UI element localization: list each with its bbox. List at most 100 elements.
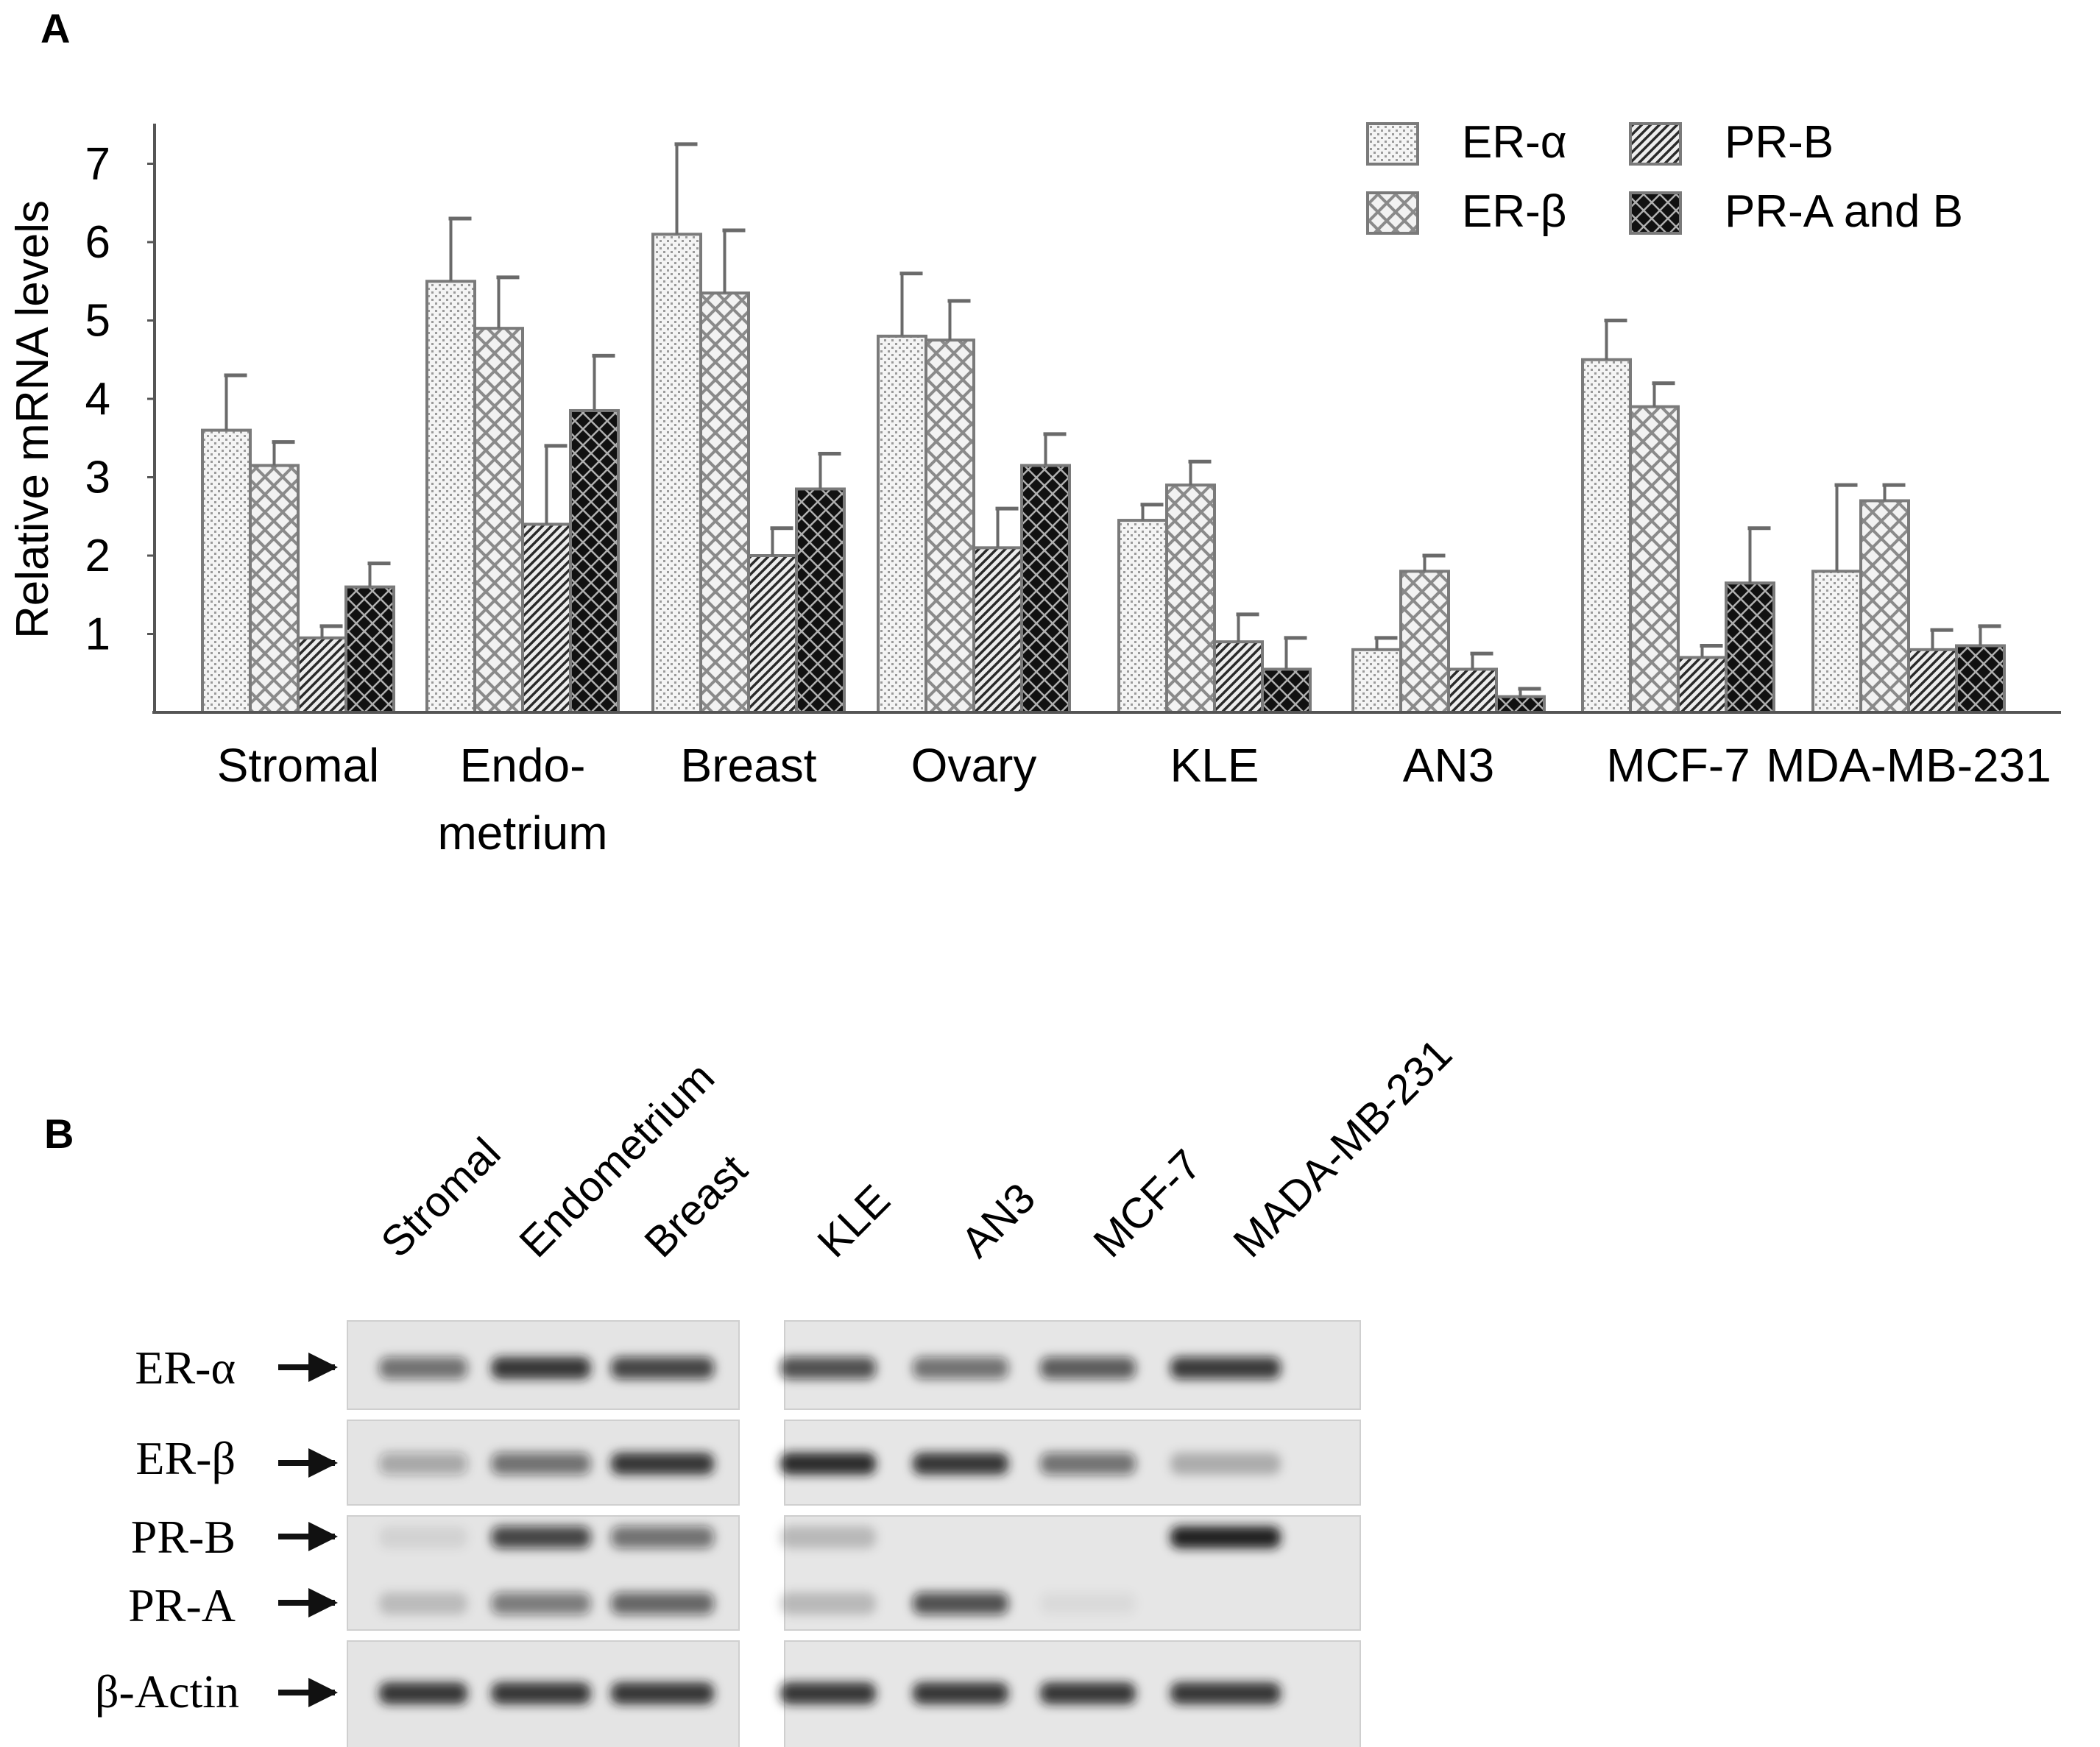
category-label: metrium [437,807,607,860]
panel-b-letter: B [44,1110,74,1157]
bar-diagonal [1213,640,1264,715]
bar-crosshatch [1399,570,1450,714]
bar-crosshatch [249,464,300,715]
blot-band [611,1682,714,1704]
blot-band [491,1592,591,1615]
lane-label: Breast [635,1146,757,1267]
bar-chart: 1 2 3 4 5 6 7 Relative mRNA levels Stromal Endo… [7,117,2061,860]
blot-band [379,1453,467,1475]
blot-band [1170,1357,1281,1379]
blot-band [491,1682,591,1704]
row-label: PR-B [131,1511,236,1563]
bar-crosshatch [473,327,524,714]
blot-band [913,1592,1008,1615]
lane-label: AN3 [952,1174,1044,1266]
bar-crosshatch [1629,405,1680,715]
blot-band [611,1526,714,1548]
blot-band [491,1526,591,1548]
bar-dark [1495,695,1546,715]
blot-band [1040,1357,1136,1379]
legend-swatch [1629,191,1682,235]
bar-dark [569,408,620,714]
blot-band [491,1453,591,1475]
row-label: ER-α [135,1342,236,1394]
bar-dark [1725,581,1775,715]
category-labels: Stromal Endo-metrium Breast Ovary KLE AN3 MCF-… [217,739,2051,860]
category-label: Stromal [217,739,380,792]
blot-band [780,1526,876,1548]
blot-band [780,1592,876,1615]
y-tick-label: 6 [85,217,110,268]
lane-label: MCF-7 [1084,1141,1210,1266]
blot-band [1040,1453,1136,1475]
y-tick-label: 1 [85,609,110,660]
blot-band [611,1453,714,1475]
row-label: ER-β [135,1432,236,1484]
blot-band [780,1682,876,1704]
bar-dots [1117,519,1168,714]
blot-band [913,1357,1008,1379]
lane-label: KLE [808,1176,899,1266]
blot-band [1170,1526,1281,1548]
category-label: MCF-7 [1606,739,1750,792]
row-label: PR-A [128,1579,236,1631]
bar-crosshatch [1165,483,1216,715]
y-tick-label: 4 [85,374,110,425]
legend-label: ER-α [1462,117,1567,168]
blot-panels [347,1320,1361,1747]
blot-band [379,1526,467,1548]
row-labels: ER-α ER-β PR-B PR-A β-Actin [95,1342,338,1718]
blot-band [780,1453,876,1475]
category-label: KLE [1170,739,1259,792]
blot-band [780,1357,876,1379]
bar-diagonal [972,546,1023,714]
y-tick-labels: 1 2 3 4 5 6 7 [85,139,156,660]
bar-dark [1020,464,1071,715]
bar-dots [877,334,927,714]
blot-band [379,1357,467,1379]
legend-swatch [1366,122,1419,166]
category-label: Breast [681,739,817,792]
y-axis-label: Relative mRNA levels [7,200,58,639]
bar-crosshatch [1859,499,1910,714]
bar-dots [425,280,476,714]
bar-dark [795,487,846,714]
legend-swatch [1366,191,1419,235]
legend-label: PR-A and B [1725,186,1963,237]
y-tick-label: 3 [85,453,110,503]
legend-label: PR-B [1725,117,1834,168]
legend: ER-α PR-B ER-β PR-A and B [1366,117,1963,237]
category-label: Ovary [911,739,1037,792]
category-label: MDA-MB-231 [1766,739,2051,792]
blot-band [491,1357,591,1379]
blot-band [913,1453,1008,1475]
bar-dark [344,585,395,714]
category-label: AN3 [1403,739,1495,792]
y-tick-label: 2 [85,531,110,581]
y-tick-label: 7 [85,139,110,190]
lane-label: MADA-MB-231 [1224,1030,1461,1266]
bar-diagonal [1447,667,1498,714]
bar-dots [651,233,702,715]
legend-swatch [1629,122,1682,166]
bar-diagonal [1677,656,1728,715]
blot-band [913,1682,1008,1704]
legend-label: ER-β [1462,186,1566,237]
bar-crosshatch [925,339,975,714]
lane-label: Stromal [372,1129,509,1266]
blot-band [611,1357,714,1379]
bar-crosshatch [699,291,750,715]
y-tick-label: 5 [85,296,110,347]
bar-diagonal [521,522,572,715]
bar-dots [1351,648,1402,714]
bar-dots [1811,570,1862,714]
bar-diagonal [297,636,347,715]
blot-band [1040,1682,1136,1704]
bar-groups [201,233,2006,715]
blot-band [1170,1682,1281,1704]
blot-band [611,1592,714,1615]
blot-band [1170,1453,1281,1475]
